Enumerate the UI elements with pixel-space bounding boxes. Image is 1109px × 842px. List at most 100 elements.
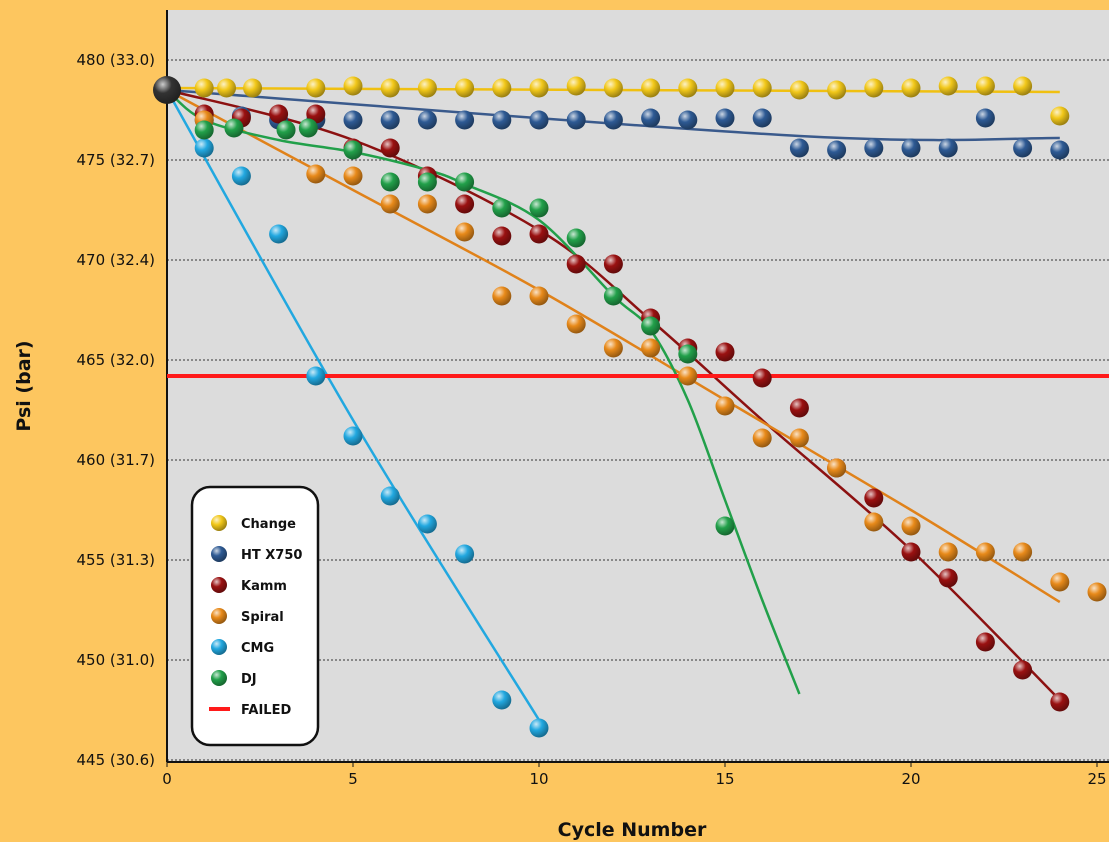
- legend-item-kamm: Kamm: [211, 577, 287, 594]
- x-tick-label: 25: [1087, 770, 1106, 788]
- point-kamm: [789, 398, 809, 418]
- y-tick-label: 465 (32.0): [76, 351, 155, 369]
- point-spiral: [529, 286, 549, 306]
- x-tick-label: 5: [348, 770, 358, 788]
- point-kamm: [269, 104, 289, 124]
- point-dj: [343, 140, 363, 160]
- point-spiral: [1050, 572, 1070, 592]
- point-ht-x750: [343, 110, 363, 130]
- point-change: [938, 76, 958, 96]
- point-change: [194, 78, 214, 98]
- point-change: [603, 78, 623, 98]
- plot-area: [167, 10, 1109, 762]
- point-ht-x750: [864, 138, 884, 158]
- point-change: [529, 78, 549, 98]
- legend-item-failed: FAILED: [209, 703, 291, 718]
- point-spiral: [1087, 582, 1107, 602]
- point-spiral: [603, 338, 623, 358]
- point-ht-x750: [975, 108, 995, 128]
- point-change: [306, 78, 326, 98]
- point-dj: [641, 316, 661, 336]
- point-change: [380, 78, 400, 98]
- point-kamm: [603, 254, 623, 274]
- point-ht-x750: [1013, 138, 1033, 158]
- grid-lines: [167, 59, 1109, 761]
- point-ht-x750: [1050, 140, 1070, 160]
- point-kamm: [455, 194, 475, 214]
- point-ht-x750: [641, 108, 661, 128]
- point-spiral: [641, 338, 661, 358]
- point-spiral: [827, 458, 847, 478]
- legend-label: FAILED: [241, 703, 291, 718]
- point-dj: [715, 516, 735, 536]
- trend-line-spiral: [166, 88, 1061, 604]
- point-ht-x750: [603, 110, 623, 130]
- y-tick-label: 450 (31.0): [76, 651, 155, 669]
- point-cmg: [194, 138, 214, 158]
- point-kamm: [380, 138, 400, 158]
- trend-line-dj: [166, 89, 801, 695]
- legend: Change HT X750 Kamm Spiral CMG DJ FAILED: [190, 485, 320, 747]
- point-kamm: [306, 104, 326, 124]
- point-ht-x750: [789, 138, 809, 158]
- point-ht-x750: [529, 110, 549, 130]
- point-cmg: [492, 690, 512, 710]
- point-spiral: [938, 542, 958, 562]
- point-change: [789, 80, 809, 100]
- y-axis-title: Psi (bar): [13, 340, 35, 431]
- x-axis-title: Cycle Number: [558, 819, 707, 841]
- point-change: [827, 80, 847, 100]
- x-tick-label: 10: [529, 770, 548, 788]
- trend-line-cmg: [165, 89, 541, 721]
- point-spiral: [380, 194, 400, 214]
- legend-label: Kamm: [241, 579, 287, 594]
- trend-line-ht-x750: [166, 88, 1060, 142]
- point-kamm: [864, 488, 884, 508]
- point-ht-x750: [752, 108, 772, 128]
- legend-label: CMG: [241, 641, 274, 656]
- point-spiral: [492, 286, 512, 306]
- point-change: [1050, 106, 1070, 126]
- legend-label: Spiral: [241, 610, 284, 625]
- point-change: [1013, 76, 1033, 96]
- x-tick-label: 15: [715, 770, 734, 788]
- point-kamm: [901, 542, 921, 562]
- legend-swatch: [211, 577, 227, 593]
- point-ht-x750: [938, 138, 958, 158]
- point-cmg: [306, 366, 326, 386]
- legend-swatch: [211, 546, 227, 562]
- y-tick-label: 470 (32.4): [76, 251, 155, 269]
- point-change: [864, 78, 884, 98]
- y-tick-label: 455 (31.3): [76, 551, 155, 569]
- legend-swatch: [211, 639, 227, 655]
- point-ht-x750: [455, 110, 475, 130]
- point-dj: [566, 228, 586, 248]
- point-change: [975, 76, 995, 96]
- legend-item-change: Change: [211, 515, 296, 532]
- point-spiral: [715, 396, 735, 416]
- point-ht-x750: [492, 110, 512, 130]
- x-tick-label: 20: [901, 770, 920, 788]
- point-spiral: [789, 428, 809, 448]
- y-tick-label: 475 (32.7): [76, 151, 155, 169]
- point-ht-x750: [380, 110, 400, 130]
- point-cmg: [529, 718, 549, 738]
- point-kamm: [566, 254, 586, 274]
- y-tick-label: 460 (31.7): [76, 451, 155, 469]
- point-dj: [603, 286, 623, 306]
- point-spiral: [864, 512, 884, 532]
- legend-label: Change: [241, 517, 296, 532]
- point-change: [566, 76, 586, 96]
- point-ht-x750: [678, 110, 698, 130]
- point-dj: [276, 120, 296, 140]
- point-kamm: [529, 224, 549, 244]
- point-spiral: [417, 194, 437, 214]
- point-kamm: [752, 368, 772, 388]
- point-dj: [492, 198, 512, 218]
- data-points: [153, 76, 1107, 738]
- point-spiral: [678, 366, 698, 386]
- point-ht-x750: [417, 110, 437, 130]
- point-change: [641, 78, 661, 98]
- axes: [166, 10, 1109, 767]
